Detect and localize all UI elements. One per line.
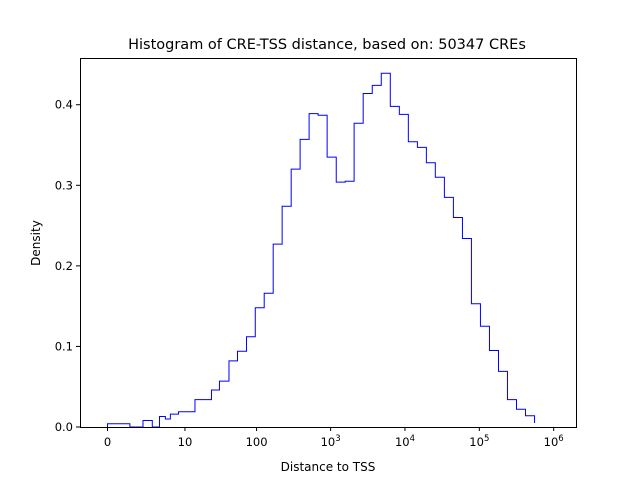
y-tick-label: 0.0 xyxy=(55,420,73,434)
axes-frame xyxy=(80,58,577,428)
x-tick-label: 106 xyxy=(544,434,564,449)
x-axis: 0 10 100 103 104 105 106 xyxy=(104,427,564,449)
y-tick-label: 0.1 xyxy=(55,339,73,353)
y-tick-label: 0.3 xyxy=(55,178,73,192)
x-tick-label: 0 xyxy=(104,435,111,449)
x-tick-label: 100 xyxy=(246,435,268,449)
x-tick-label: 104 xyxy=(395,434,415,449)
y-axis-label: Density xyxy=(29,220,43,266)
x-tick-label: 10 xyxy=(178,435,193,449)
y-tick-label: 0.4 xyxy=(55,98,73,112)
plot-area xyxy=(107,72,536,428)
y-tick-label: 0.2 xyxy=(55,259,73,273)
histogram-series xyxy=(107,72,536,428)
x-tick-label: 105 xyxy=(469,434,489,449)
y-axis: 0.0 0.1 0.2 0.3 0.4 xyxy=(55,98,80,434)
chart-title: Histogram of CRE-TSS distance, based on:… xyxy=(128,37,526,53)
x-tick-label: 103 xyxy=(321,434,341,449)
x-axis-label: Distance to TSS xyxy=(281,460,376,474)
